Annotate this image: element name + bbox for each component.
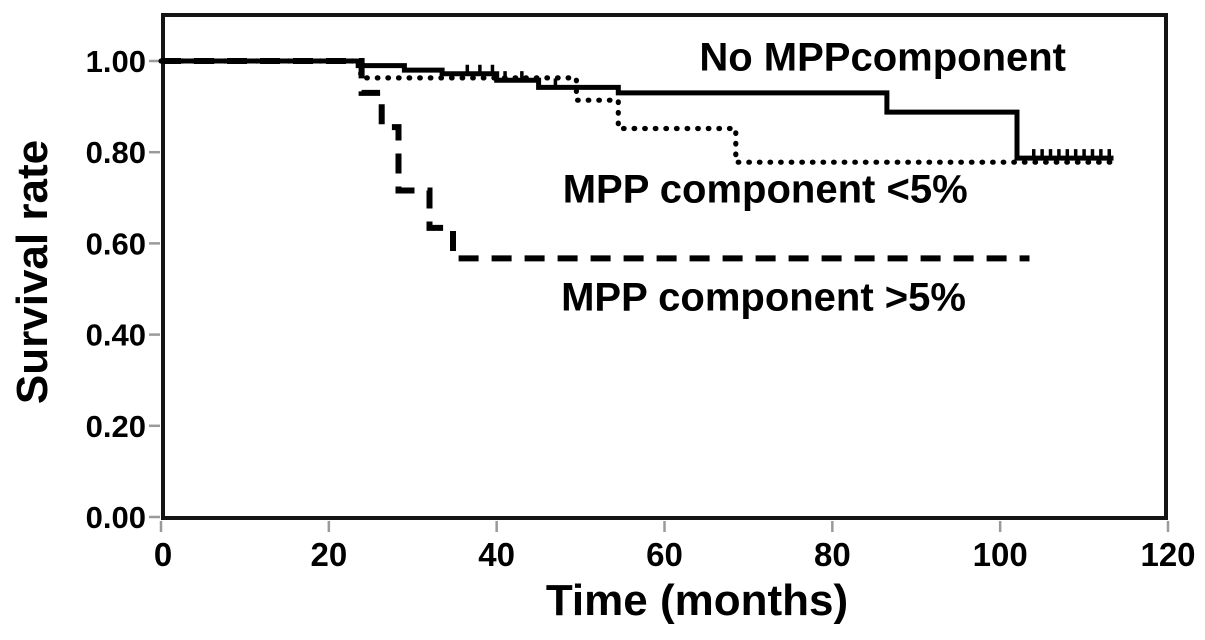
x-tick-label: 80 <box>814 536 851 573</box>
y-tick-label: 1.00 <box>86 44 146 79</box>
y-axis-title: Survival rate <box>8 139 57 405</box>
plot-border <box>161 13 1168 520</box>
y-tick-label: 0.20 <box>86 409 146 444</box>
x-tick-label: 40 <box>478 536 515 573</box>
curve-label-mpp-component-gt5: MPP component >5% <box>561 275 966 320</box>
x-tick-label: 0 <box>154 536 172 573</box>
x-tick-label: 60 <box>646 536 683 573</box>
survival-curve-0 <box>161 58 1114 161</box>
x-tick-label: 100 <box>973 536 1028 573</box>
x-tick-label: 120 <box>1140 536 1195 573</box>
y-tick-label: 0.80 <box>86 135 146 170</box>
y-tick-label: 0.40 <box>86 318 146 353</box>
x-tick-label: 20 <box>310 536 347 573</box>
curve-label-mpp-component-lt5: MPP component <5% <box>562 167 968 212</box>
y-tick-label: 0.60 <box>86 226 146 261</box>
y-tick-label: 0.00 <box>86 500 146 535</box>
survival-curve-1 <box>158 58 1121 165</box>
survival-curve-2 <box>161 58 1030 262</box>
curve-label-no-mpp-component: No MPPcomponent <box>699 35 1067 80</box>
x-axis-title: Time (months) <box>545 576 849 625</box>
